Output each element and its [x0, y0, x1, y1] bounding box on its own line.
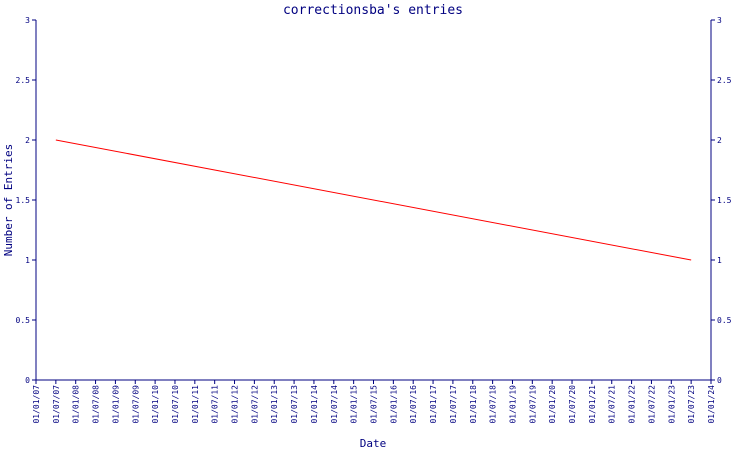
x-tick-label: 01/07/16	[409, 385, 418, 424]
x-tick-label: 01/01/21	[588, 385, 597, 424]
x-tick-label: 01/07/21	[608, 385, 617, 424]
y-tick-label-left: 0	[25, 376, 30, 385]
x-tick-label: 01/01/20	[548, 385, 557, 424]
series-line	[55, 139, 692, 261]
x-tick-label: 01/01/16	[389, 385, 398, 424]
x-tick-label: 01/01/07	[32, 385, 41, 424]
y-axis-right: 0 0.5 1 1.5 2 2.5 3	[711, 16, 732, 385]
y-axis-left: 0 0.5 1 1.5 2 2.5 3	[16, 16, 36, 385]
y-axis-label: Number of Entries	[2, 144, 15, 257]
x-tick-label: 01/07/19	[528, 385, 537, 424]
y-tick-label-left: 0.5	[16, 316, 31, 325]
x-tick-label: 01/01/09	[111, 385, 120, 424]
x-tick-label: 01/01/19	[508, 385, 517, 424]
chart-title: correctionsba's entries	[283, 3, 463, 18]
y-tick-label-right: 2	[717, 136, 722, 145]
y-tick-label-left: 1	[25, 256, 30, 265]
x-tick-label: 01/01/12	[231, 385, 240, 424]
x-tick-label: 01/07/08	[92, 385, 101, 424]
x-axis: 01/01/07 01/07/07 01/01/08 01/07/08 01/01/09…	[32, 380, 716, 424]
x-tick-label: 01/01/13	[270, 385, 279, 424]
y-tick-label-right: 1	[717, 256, 722, 265]
y-tick-label-right: 2.5	[717, 76, 732, 85]
series-layer	[55, 139, 692, 261]
y-tick-label-left: 1.5	[16, 196, 31, 205]
x-tick-label: 01/01/11	[191, 385, 200, 424]
x-tick-label: 01/07/12	[250, 385, 259, 424]
x-tick-label: 01/07/17	[449, 385, 458, 424]
x-tick-label: 01/01/08	[72, 385, 81, 424]
x-tick-label: 01/07/11	[211, 385, 220, 424]
x-tick-label: 01/01/23	[667, 385, 676, 424]
x-tick-label: 01/07/23	[687, 385, 696, 424]
y-tick-label-left: 2.5	[16, 76, 31, 85]
x-tick-label: 01/07/07	[52, 385, 61, 424]
x-tick-label: 01/07/18	[489, 385, 498, 424]
x-tick-label: 01/07/10	[171, 385, 180, 424]
x-tick-label: 01/01/14	[310, 385, 319, 424]
y-tick-label-right: 0.5	[717, 316, 732, 325]
x-tick-label: 01/07/20	[568, 385, 577, 424]
y-tick-label-left: 3	[25, 16, 30, 25]
y-tick-label-left: 2	[25, 136, 30, 145]
x-tick-label: 01/07/15	[370, 385, 379, 424]
x-axis-label: Date	[360, 437, 387, 450]
x-tick-label: 01/01/10	[151, 385, 160, 424]
x-tick-label: 01/07/09	[131, 385, 140, 424]
y-tick-label-right: 0	[717, 376, 722, 385]
y-tick-label-right: 1.5	[717, 196, 732, 205]
x-tick-label: 01/01/17	[429, 385, 438, 424]
x-tick-label: 01/01/22	[628, 385, 637, 424]
x-tick-label: 01/01/18	[469, 385, 478, 424]
y-tick-label-right: 3	[717, 16, 722, 25]
x-tick-label: 01/07/13	[290, 385, 299, 424]
x-tick-label: 01/07/14	[330, 385, 339, 424]
x-tick-label: 01/01/24	[707, 385, 716, 424]
x-tick-label: 01/07/22	[647, 385, 656, 424]
x-tick-label: 01/01/15	[350, 385, 359, 424]
